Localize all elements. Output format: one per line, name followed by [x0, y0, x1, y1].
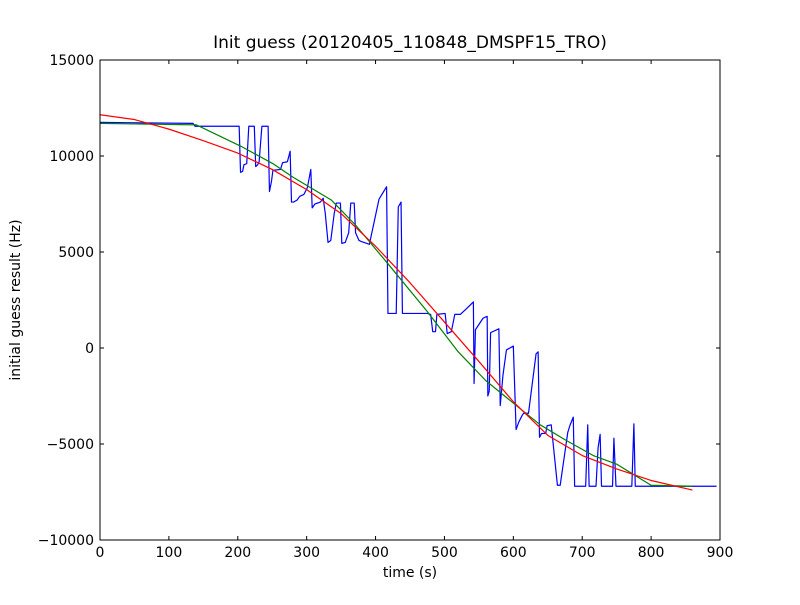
y-tick-label: 15000	[49, 53, 94, 69]
chart-title: Init guess (20120405_110848_DMSPF15_TRO)	[213, 33, 607, 53]
x-tick-label: 500	[431, 545, 458, 561]
plot-background	[100, 60, 720, 540]
axes	[99, 59, 721, 541]
x-tick-label: 600	[500, 545, 527, 561]
y-tick-label: −10000	[38, 533, 94, 549]
plot-frame	[99, 59, 721, 541]
series-line-3	[100, 114, 693, 491]
series-line-1	[100, 121, 717, 487]
x-tick-label: 800	[638, 545, 665, 561]
x-tick-label: 700	[569, 545, 596, 561]
x-tick-label: 900	[707, 545, 734, 561]
y-tick-label: 10000	[49, 149, 94, 165]
x-tick-label: 100	[156, 545, 183, 561]
plot-area	[100, 60, 720, 540]
y-axis-label: initial guess result (Hz)	[8, 219, 24, 380]
x-tick-label: 200	[224, 545, 251, 561]
series-line-2	[100, 122, 693, 487]
y-tick-label: 0	[85, 341, 94, 357]
y-tick-label: −5000	[47, 437, 94, 453]
x-tick-label: 400	[362, 545, 389, 561]
y-tick-label: 5000	[58, 245, 94, 261]
x-tick-label: 300	[293, 545, 320, 561]
x-axis-label: time (s)	[383, 565, 437, 581]
ticks: 0 100 200 300 400 500 600 700 800 900 −10000 −5000 0…	[38, 53, 734, 561]
x-tick-label: 0	[96, 545, 105, 561]
